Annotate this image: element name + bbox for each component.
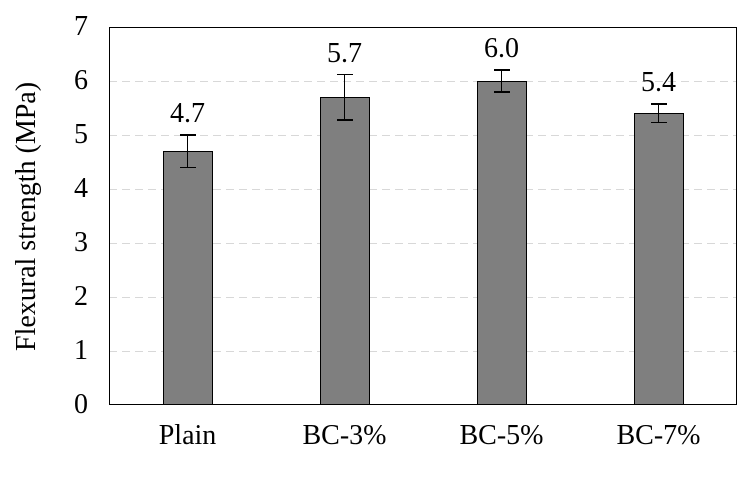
gridline: [109, 135, 737, 136]
gridline: [109, 189, 737, 190]
y-tick-label: 3: [74, 227, 88, 258]
x-tick-label-BC-7%: BC-7%: [616, 420, 701, 451]
y-tick-label: 5: [74, 119, 88, 150]
error-bar-cap: [650, 121, 667, 124]
x-axis-tick-labels: Plain BC-3% BC-5% BC-7%: [109, 419, 737, 453]
x-tick-label-Plain: Plain: [158, 420, 217, 451]
error-bar-line: [500, 70, 503, 92]
y-tick-label: 1: [74, 335, 88, 366]
gridline: [109, 81, 737, 82]
bar-BC-3%: [319, 97, 370, 405]
bar-value-label: 5.7: [327, 37, 362, 69]
y-tick-label: 7: [74, 11, 88, 42]
error-bar-line: [657, 104, 660, 123]
gridline: [109, 297, 737, 298]
error-bar-cap: [179, 166, 196, 169]
x-tick-label-BC-3%: BC-3%: [302, 420, 387, 451]
y-tick-label: 6: [74, 65, 88, 96]
gridline: [109, 243, 737, 244]
bar-value-label: 4.7: [170, 98, 205, 129]
y-tick-label: 4: [74, 173, 88, 204]
error-bar-cap: [179, 134, 196, 136]
error-bar-cap: [336, 119, 353, 121]
error-bar-cap: [650, 103, 667, 105]
plot-area: 4.7 5.7 6.0 5.4: [109, 27, 737, 405]
y-tick-label: 2: [74, 281, 88, 312]
bar-BC-7%: [633, 113, 684, 405]
bar-BC-5%: [476, 81, 527, 405]
error-bar-cap: [493, 69, 510, 71]
bar-value-label: 6.0: [484, 33, 519, 65]
error-bar-cap: [336, 73, 353, 76]
x-tick-label-BC-5%: BC-5%: [459, 420, 544, 451]
error-bar-cap: [493, 91, 510, 93]
y-axis-tick-labels: 0 1 2 3 4 5 6 7: [0, 0, 92, 478]
bar-Plain: [162, 151, 213, 405]
bar-value-label: 5.4: [641, 67, 676, 99]
error-bar-line: [186, 135, 189, 168]
gridline: [109, 351, 737, 352]
error-bar-line: [343, 74, 346, 120]
y-tick-label: 0: [74, 389, 88, 420]
